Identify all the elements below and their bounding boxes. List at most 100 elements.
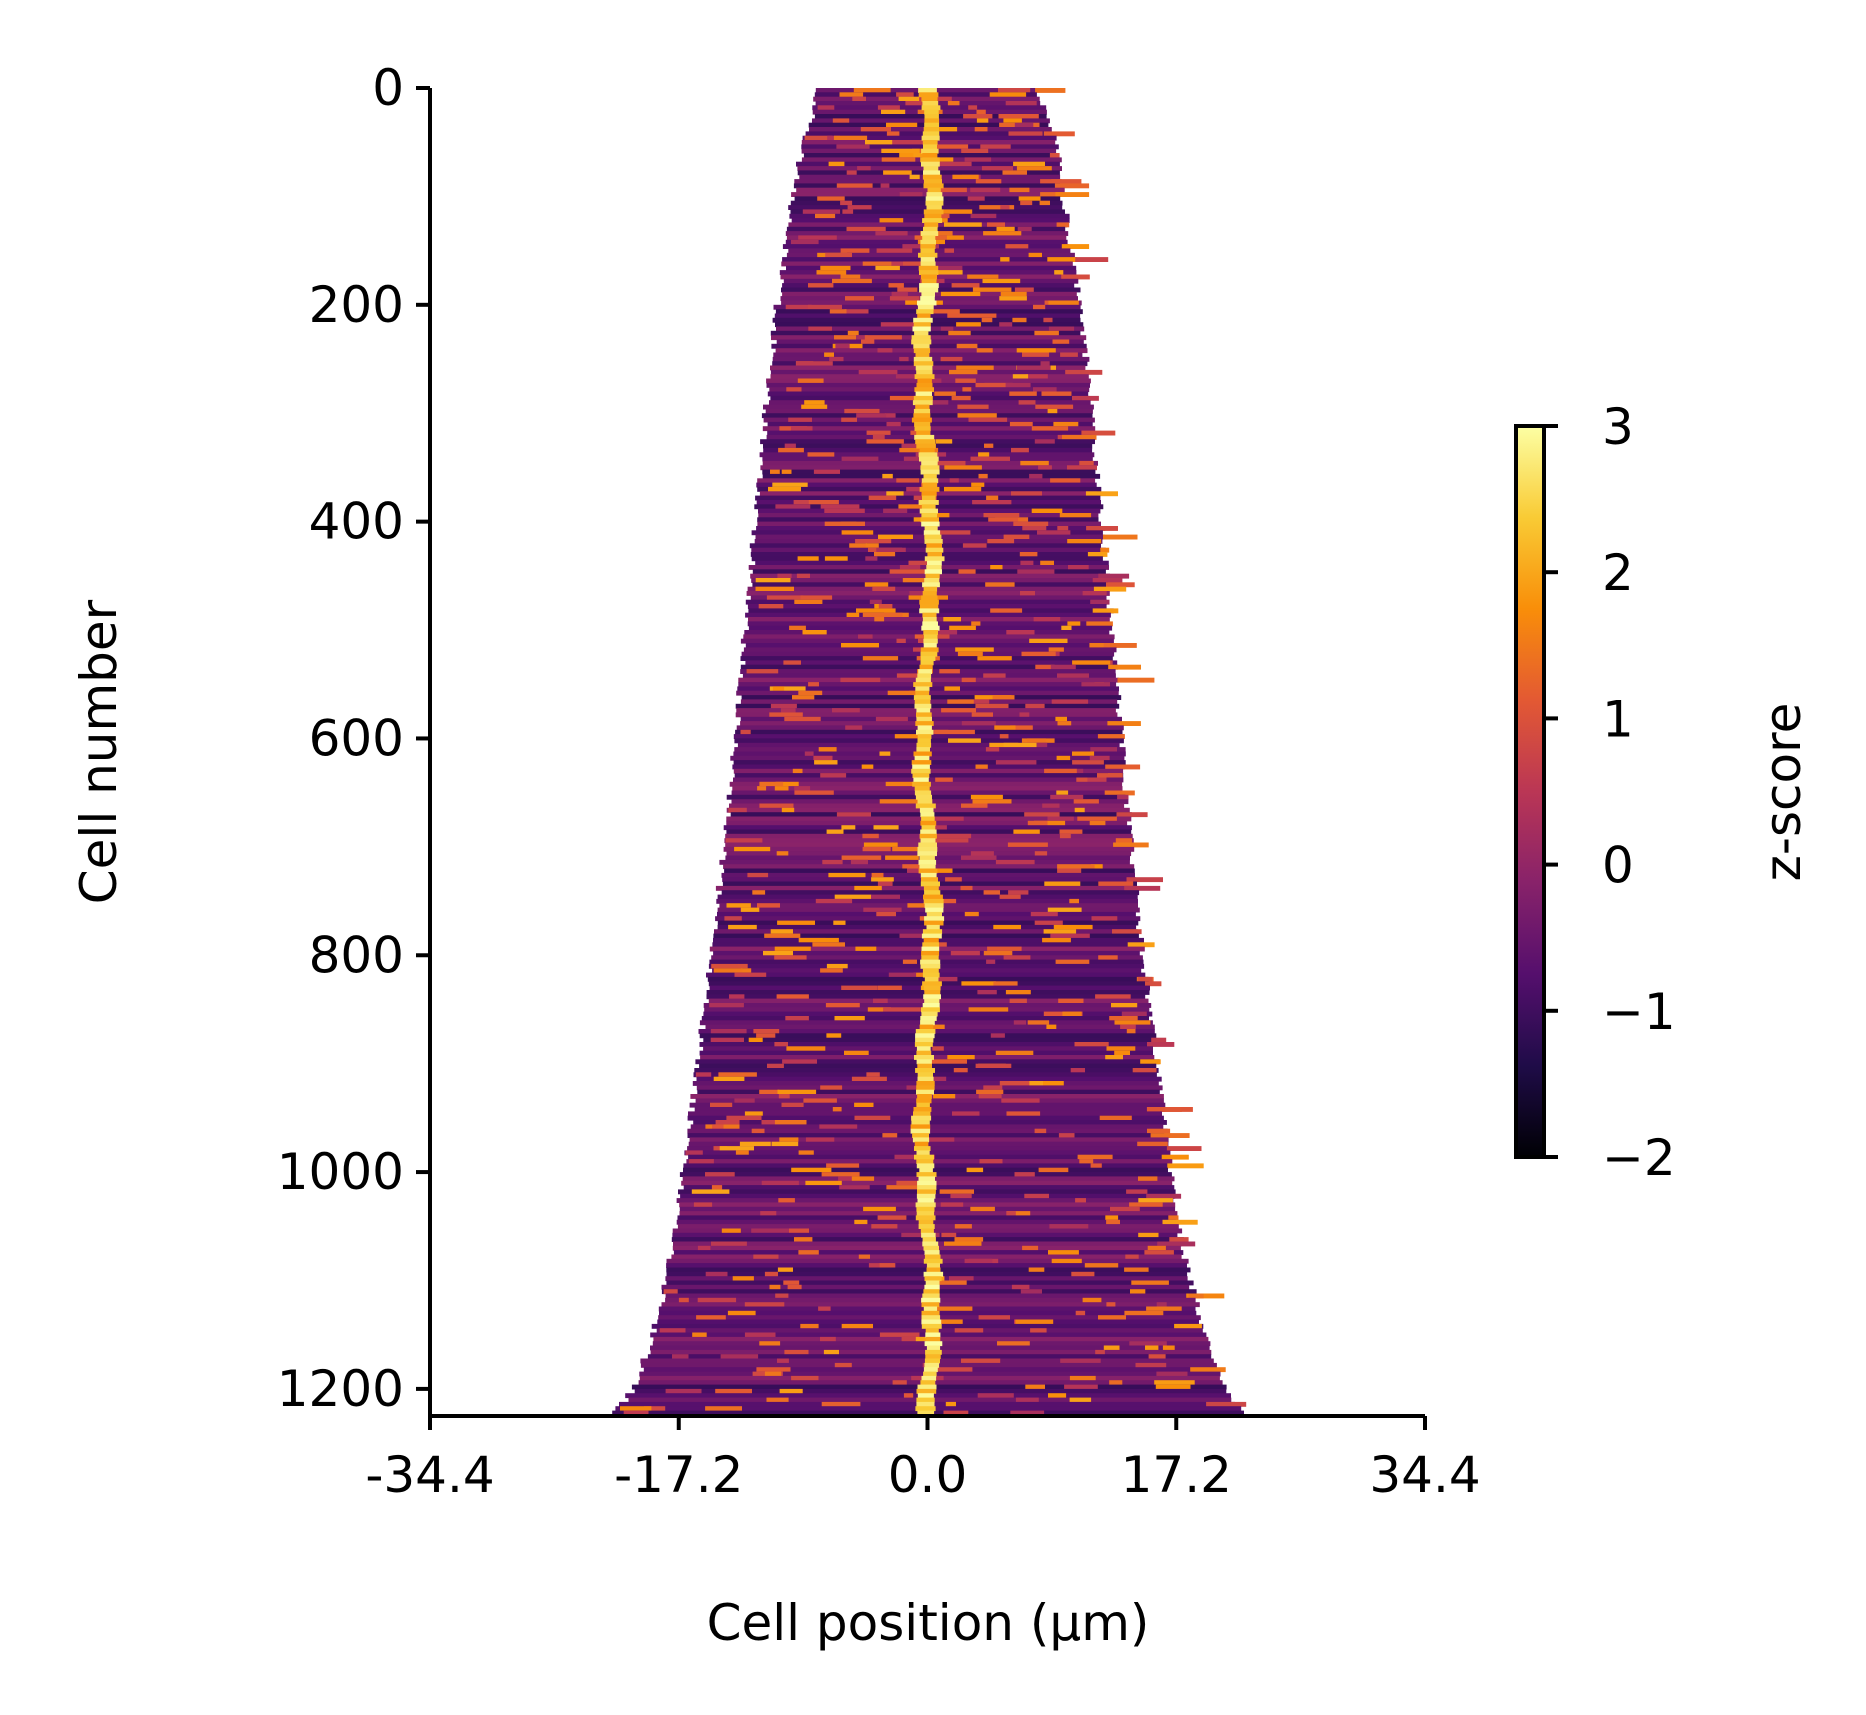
heatmap-speckle	[739, 1141, 771, 1147]
heatmap-speckle	[1111, 1003, 1138, 1008]
heatmap-speckle	[1113, 842, 1149, 848]
heatmap-speckle	[1049, 1224, 1089, 1229]
heatmap-speckle	[1095, 994, 1131, 1000]
heatmap-speckle	[1021, 651, 1056, 657]
heatmap-speckle	[1072, 660, 1111, 666]
heatmap-midcell-segment	[918, 1176, 935, 1182]
heatmap-speckle	[1058, 998, 1084, 1004]
heatmap-speckle	[1048, 1393, 1067, 1399]
heatmap-speckle	[1087, 552, 1108, 557]
heatmap-speckle	[840, 248, 870, 254]
heatmap-speckle	[1074, 807, 1085, 813]
heatmap-speckle	[983, 950, 1013, 956]
heatmap-midcell-segment	[918, 868, 938, 874]
heatmap-midcell-segment	[920, 244, 936, 249]
heatmap-speckle	[1188, 1293, 1204, 1299]
heatmap-speckle	[948, 738, 981, 744]
heatmap-speckle	[874, 617, 885, 622]
heatmap-midcell-segment	[913, 695, 931, 700]
heatmap-speckle	[879, 218, 904, 223]
heatmap-midcell-segment	[923, 1289, 940, 1295]
heatmap-midcell-segment	[917, 1198, 935, 1203]
heatmap-midcell-segment	[921, 825, 936, 831]
heatmap-speckle	[692, 1332, 707, 1338]
heatmap-speckle	[996, 226, 1015, 232]
heatmap-speckle	[791, 1167, 832, 1173]
heatmap-speckle	[865, 543, 879, 549]
heatmap-midcell-segment	[925, 1332, 941, 1338]
heatmap-midcell-segment	[916, 1050, 932, 1056]
heatmap-midcell-segment	[917, 1094, 932, 1099]
heatmap-speckle	[975, 764, 988, 770]
heatmap-speckle	[1064, 1384, 1098, 1390]
heatmap-speckle	[1030, 1328, 1047, 1334]
heatmap-midcell-segment	[923, 634, 938, 640]
heatmap-speckle	[894, 734, 924, 739]
heatmap-row	[788, 205, 1063, 210]
heatmap-speckle	[1087, 777, 1107, 783]
heatmap-speckle	[781, 469, 792, 475]
heatmap-speckle	[834, 335, 857, 341]
heatmap-speckle	[753, 1029, 780, 1034]
heatmap-speckle	[1020, 560, 1034, 566]
heatmap-speckle	[1146, 1107, 1182, 1112]
heatmap-speckle	[856, 413, 887, 419]
heatmap-speckle	[970, 794, 1003, 800]
heatmap-speckle	[697, 1245, 711, 1251]
heatmap-speckle	[1009, 187, 1030, 193]
heatmap-speckle	[871, 877, 894, 883]
heatmap-speckle	[999, 894, 1021, 900]
heatmap-midcell-segment	[923, 1245, 939, 1251]
heatmap-speckle	[932, 1046, 944, 1052]
heatmap-speckle	[1040, 179, 1062, 184]
heatmap-midcell-segment	[923, 1258, 943, 1264]
heatmap-speckle	[822, 859, 843, 865]
heatmap-speckle	[961, 721, 996, 726]
heatmap-midcell-segment	[917, 1393, 934, 1399]
heatmap-midcell-segment	[919, 287, 939, 293]
heatmap-speckle	[886, 491, 904, 497]
heatmap-midcell-segment	[921, 460, 938, 466]
heatmap-speckle	[879, 751, 891, 757]
heatmap-midcell-segment	[923, 127, 939, 132]
heatmap-speckle	[896, 92, 914, 98]
heatmap-midcell-segment	[920, 261, 936, 267]
heatmap-midcell-segment	[924, 1358, 940, 1364]
heatmap-speckle	[1018, 400, 1036, 406]
heatmap-speckle	[1034, 920, 1063, 926]
heatmap-speckle	[1090, 747, 1117, 752]
heatmap-row	[775, 348, 1088, 354]
heatmap-speckle	[896, 1180, 928, 1186]
heatmap-speckle	[1090, 1163, 1102, 1169]
heatmap-speckle	[1029, 473, 1043, 479]
heatmap-speckle	[1151, 1037, 1167, 1043]
heatmap-midcell-segment	[922, 1003, 940, 1008]
heatmap-speckle	[1138, 1232, 1159, 1238]
heatmap-speckle	[932, 1319, 963, 1325]
heatmap-midcell-segment	[921, 513, 938, 518]
heatmap-speckle	[944, 248, 954, 254]
heatmap-midcell-segment	[911, 417, 932, 423]
heatmap-midcell-segment	[916, 443, 936, 449]
heatmap-midcell-segment	[912, 326, 931, 332]
heatmap-speckle	[949, 625, 976, 631]
heatmap-speckle	[786, 1046, 826, 1052]
heatmap-speckle	[1062, 1011, 1082, 1017]
heatmap-speckle	[947, 101, 960, 106]
heatmap-speckle	[826, 1163, 860, 1169]
heatmap-speckle	[1117, 677, 1155, 683]
heatmap-midcell-segment	[917, 1384, 937, 1390]
heatmap-midcell-segment	[920, 517, 939, 523]
heatmap-speckle	[944, 486, 982, 492]
heatmap-speckle	[784, 716, 821, 722]
heatmap-speckle	[982, 278, 1021, 284]
heatmap-midcell-segment	[920, 1016, 937, 1021]
colorbar-tick-label: −1	[1602, 983, 1676, 1041]
heatmap-speckle	[981, 317, 993, 323]
heatmap-midcell-segment	[921, 96, 938, 102]
heatmap-speckle	[941, 1232, 957, 1238]
heatmap-midcell-segment	[922, 582, 940, 588]
heatmap-speckle	[709, 1003, 744, 1008]
heatmap-midcell-segment	[924, 122, 940, 128]
heatmap-midcell-segment	[927, 187, 941, 193]
